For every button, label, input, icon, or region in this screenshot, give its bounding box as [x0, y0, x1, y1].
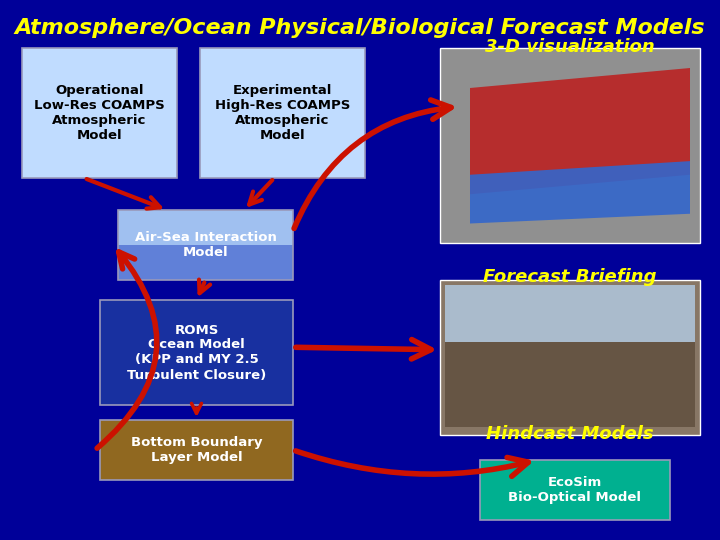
Polygon shape	[470, 161, 690, 224]
Text: Bottom Boundary
Layer Model: Bottom Boundary Layer Model	[131, 436, 262, 464]
Bar	[440, 48, 700, 243]
Text: Hindcast Models: Hindcast Models	[486, 425, 654, 443]
Bar	[445, 342, 695, 427]
Bar	[22, 48, 177, 178]
Text: ROMS
Ocean Model
(KPP and MY 2.5
Turbulent Closure): ROMS Ocean Model (KPP and MY 2.5 Turbule…	[127, 323, 266, 381]
Text: Air-Sea Interaction
Model: Air-Sea Interaction Model	[135, 231, 276, 259]
Text: Operational
Low-Res COAMPS
Atmospheric
Model: Operational Low-Res COAMPS Atmospheric M…	[34, 84, 165, 142]
Text: Forecast Briefing: Forecast Briefing	[483, 268, 657, 286]
Bar	[445, 285, 695, 347]
Text: Atmosphere/Ocean Physical/Biological Forecast Models: Atmosphere/Ocean Physical/Biological For…	[14, 18, 706, 38]
Text: Experimental
High-Res COAMPS
Atmospheric
Model: Experimental High-Res COAMPS Atmospheric…	[215, 84, 350, 142]
Bar	[100, 300, 293, 405]
Bar	[440, 280, 700, 435]
Text: EcoSim
Bio-Optical Model: EcoSim Bio-Optical Model	[508, 476, 642, 504]
Polygon shape	[470, 68, 690, 194]
Text: 3-D visualization: 3-D visualization	[485, 38, 655, 56]
Bar	[118, 210, 293, 245]
Bar	[100, 420, 293, 480]
Bar	[200, 48, 365, 178]
Bar	[118, 210, 293, 280]
Bar	[118, 245, 293, 280]
Bar	[480, 460, 670, 520]
